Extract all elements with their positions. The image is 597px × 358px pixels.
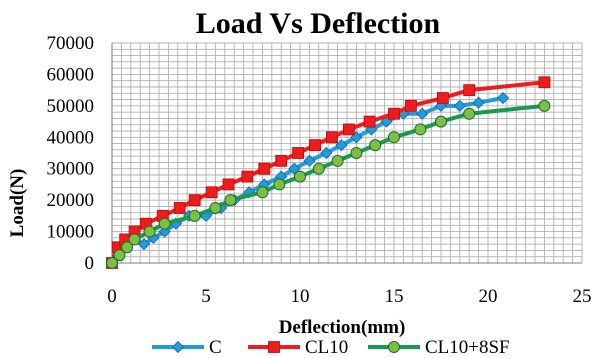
- y-axis-title: Load(N): [7, 169, 28, 238]
- data-point-cl10-8sf: [209, 202, 222, 214]
- data-point-cl10: [326, 131, 338, 144]
- data-point-c: [416, 107, 429, 120]
- y-tick-label: 30000: [47, 159, 95, 180]
- y-tick-label: 40000: [47, 127, 95, 148]
- data-point-cl10-8sf: [143, 225, 156, 238]
- data-point-cl10: [405, 99, 417, 112]
- data-point-cl10-8sf: [350, 147, 363, 159]
- data-point-cl10-8sf: [388, 131, 400, 144]
- series-cl10-8sf: [106, 99, 551, 269]
- data-point-cl10: [258, 162, 271, 175]
- x-tick-label: 5: [201, 286, 211, 307]
- y-tick-label: 60000: [47, 64, 95, 85]
- data-point-cl10: [463, 84, 476, 97]
- data-point-cl10: [205, 186, 218, 199]
- data-point-c: [303, 154, 316, 167]
- legend-label: CL10: [305, 337, 348, 358]
- data-point-c: [496, 91, 510, 105]
- data-point-cl10: [363, 115, 376, 128]
- x-tick-label: 15: [385, 286, 404, 307]
- y-tick-label: 0: [85, 253, 95, 274]
- data-point-cl10: [292, 147, 305, 159]
- data-point-cl10: [309, 139, 321, 152]
- y-tick-label: 20000: [47, 190, 95, 211]
- data-point-cl10-8sf: [121, 241, 134, 254]
- x-tick-label: 10: [291, 286, 310, 307]
- data-point-cl10-8sf: [435, 115, 447, 128]
- chart-title: Load Vs Deflection: [196, 7, 441, 40]
- data-point-c: [335, 139, 348, 152]
- data-point-c: [472, 96, 485, 109]
- x-tick-labels: 0 5 10 15 20 25: [107, 286, 591, 307]
- y-tick-labels: 0 10000 20000 30000 40000 50000 60000 70000: [47, 33, 95, 274]
- data-point-cl10-8sf: [369, 139, 382, 152]
- data-point-cl10-8sf: [224, 194, 237, 207]
- series-cl10: [106, 76, 551, 269]
- data-point-cl10: [538, 76, 551, 89]
- data-point-cl10-8sf: [113, 249, 126, 262]
- y-tick-label: 10000: [47, 222, 95, 243]
- series-group: [105, 76, 551, 270]
- data-point-cl10-8sf: [106, 257, 118, 269]
- data-point-cl10-8sf: [273, 178, 286, 191]
- data-point-cl10: [388, 107, 400, 120]
- data-point-cl10: [222, 178, 235, 191]
- axes: [111, 43, 582, 264]
- data-point-c: [137, 238, 151, 251]
- x-axis-title: Deflection(mm): [279, 317, 406, 338]
- data-point-cl10-8sf: [158, 217, 171, 230]
- data-point-cl10-8sf: [463, 107, 476, 120]
- legend-item-cl10-8sf: CL10+8SF: [368, 337, 510, 358]
- legend-swatch-marker: [171, 340, 185, 354]
- data-point-cl10-8sf: [188, 209, 201, 222]
- x-tick-label: 20: [479, 286, 498, 307]
- y-tick-label: 50000: [47, 96, 95, 117]
- data-point-c: [320, 146, 333, 160]
- legend: C CL10 CL10+8SF: [152, 337, 510, 358]
- data-point-cl10-8sf: [294, 170, 306, 183]
- data-point-cl10-8sf: [256, 186, 269, 199]
- series-line-c: [110, 96, 504, 265]
- data-point-cl10: [436, 92, 449, 104]
- x-tick-label: 25: [573, 286, 592, 307]
- legend-item-cl10: CL10: [248, 337, 348, 358]
- data-point-cl10: [188, 194, 201, 207]
- data-point-cl10-8sf: [312, 162, 325, 175]
- data-point-cl10: [241, 170, 254, 183]
- x-tick-label: 0: [107, 286, 117, 307]
- legend-swatch-marker: [388, 341, 400, 353]
- legend-label: C: [209, 337, 222, 358]
- data-point-cl10-8sf: [331, 154, 344, 167]
- y-tick-label: 70000: [47, 33, 95, 54]
- data-point-cl10: [275, 154, 288, 167]
- legend-item-c: C: [152, 337, 222, 358]
- data-point-c: [453, 99, 466, 112]
- data-point-cl10: [342, 123, 355, 136]
- data-point-cl10-8sf: [538, 99, 551, 112]
- data-point-cl10-8sf: [414, 123, 427, 136]
- data-point-cl10: [173, 202, 186, 214]
- legend-label: CL10+8SF: [425, 337, 510, 358]
- data-point-cl10-8sf: [128, 233, 141, 246]
- legend-swatch-marker: [268, 341, 280, 353]
